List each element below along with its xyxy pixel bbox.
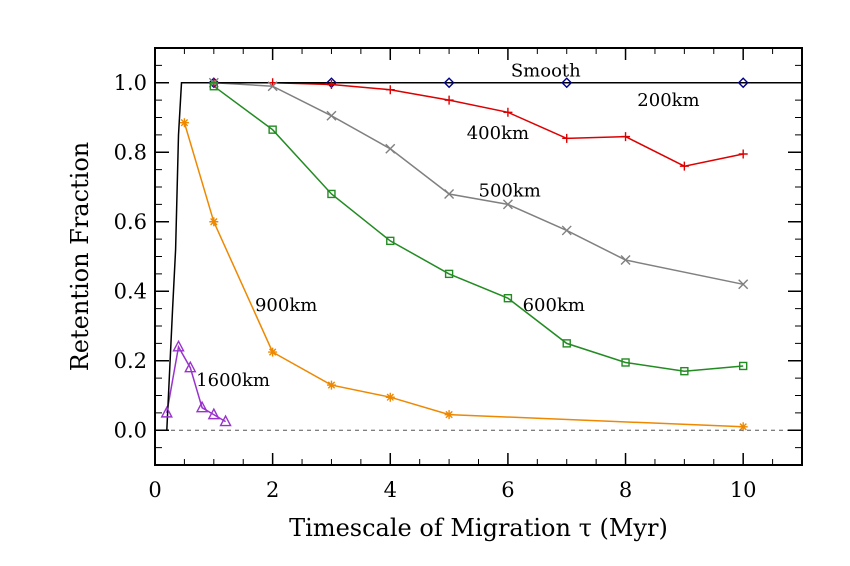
x-tick-label: 4 — [384, 478, 397, 502]
series-label: 400km — [467, 123, 529, 144]
data-point-600km — [444, 269, 454, 279]
x-tick-label: 6 — [501, 478, 514, 502]
data-point-500km — [561, 225, 572, 236]
data-point-smooth — [561, 77, 573, 89]
data-point-200km — [385, 85, 395, 95]
y-tick-label: 0.4 — [114, 279, 147, 303]
data-point-600km — [680, 366, 689, 376]
data-point-900km — [326, 380, 336, 390]
x-tick-label: 0 — [148, 478, 161, 502]
data-point-200km — [562, 133, 572, 143]
data-point-600km — [503, 294, 513, 303]
series-label: 500km — [479, 180, 541, 201]
x-axis-title: Timescale of Migration τ (Myr) — [289, 514, 668, 542]
y-tick-label: 0.6 — [114, 210, 147, 234]
y-tick-label: 0.8 — [114, 140, 147, 164]
data-point-500km — [620, 254, 631, 265]
data-point-600km — [621, 358, 630, 367]
series-line-1600km — [166, 344, 226, 423]
data-point-600km — [209, 82, 219, 91]
data-point-1600km — [195, 400, 209, 413]
data-point-900km — [385, 392, 395, 402]
x-tick-label: 8 — [619, 478, 632, 502]
x-tick-label: 10 — [730, 478, 757, 502]
data-point-200km — [326, 79, 336, 89]
data-point-900km — [179, 118, 189, 128]
data-point-smooth — [737, 77, 749, 89]
plot-frame — [154, 47, 803, 466]
data-point-1600km — [160, 405, 173, 418]
data-point-500km — [502, 199, 513, 210]
data-point-500km — [385, 143, 396, 154]
data-point-smooth — [443, 77, 455, 89]
data-point-900km — [209, 217, 219, 227]
data-point-600km — [562, 339, 571, 348]
series-line-600km — [213, 85, 744, 372]
data-point-200km — [621, 132, 631, 142]
y-tick-label: 1.0 — [114, 71, 147, 95]
data-point-200km — [679, 161, 689, 171]
series-label: 200km — [637, 90, 699, 111]
data-point-500km — [326, 110, 337, 121]
data-point-1600km — [207, 407, 220, 420]
data-point-900km — [268, 347, 278, 357]
y-tick-label: 0.0 — [114, 418, 147, 442]
series-label: 1600km — [196, 370, 270, 391]
data-point-1600km — [184, 360, 197, 373]
series-label: Smooth — [511, 61, 581, 82]
series-line-ramp — [166, 82, 802, 431]
axis-tick-labels: 0 2 4 6 8 10 0.0 0.2 0.4 0.6 0.8 1.0 — [114, 71, 757, 502]
y-axis-title: Retention Fraction — [66, 142, 94, 372]
data-point-200km — [444, 95, 454, 105]
series-line-200km — [213, 82, 744, 167]
data-point-200km — [738, 149, 748, 159]
data-point-600km — [268, 125, 277, 134]
data-point-1600km — [172, 339, 185, 352]
series-label: 900km — [255, 295, 317, 316]
data-point-600km — [738, 361, 748, 371]
x-tick-label: 2 — [266, 478, 279, 502]
series-annotations: Smooth 200km 400km 500km 600km 900km 1600km — [196, 61, 699, 391]
data-point-1600km — [219, 414, 232, 427]
data-point-500km — [267, 81, 278, 92]
data-point-900km — [444, 410, 454, 420]
data-point-500km — [444, 188, 455, 199]
series-markers — [160, 77, 749, 432]
data-point-600km — [327, 189, 336, 199]
data-point-600km — [386, 236, 395, 246]
data-point-500km — [738, 279, 749, 290]
y-tick-label: 0.2 — [114, 349, 147, 373]
data-point-200km — [503, 107, 513, 117]
axis-ticks — [154, 47, 802, 466]
series-label: 600km — [523, 295, 585, 316]
data-point-900km — [738, 422, 748, 432]
